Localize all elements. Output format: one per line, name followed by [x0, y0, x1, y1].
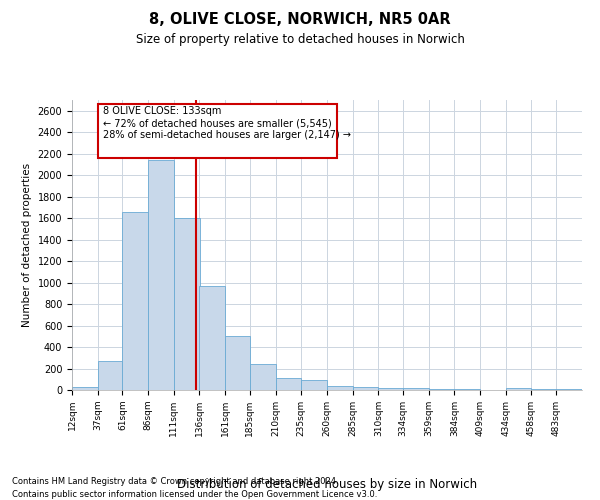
Bar — [199, 286, 225, 390]
Bar — [72, 388, 98, 390]
Text: Size of property relative to detached houses in Norwich: Size of property relative to detached ho… — [136, 32, 464, 46]
Y-axis label: Number of detached properties: Number of detached properties — [22, 163, 32, 327]
Bar — [301, 380, 327, 390]
Bar — [122, 212, 148, 390]
Bar — [506, 388, 530, 390]
X-axis label: Distribution of detached houses by size in Norwich: Distribution of detached houses by size … — [177, 478, 477, 491]
Bar — [174, 218, 199, 390]
Bar — [379, 388, 403, 390]
FancyBboxPatch shape — [98, 104, 337, 158]
Bar — [250, 364, 275, 390]
Bar — [98, 361, 122, 390]
Bar — [403, 388, 429, 390]
Text: Contains HM Land Registry data © Crown copyright and database right 2024.: Contains HM Land Registry data © Crown c… — [12, 478, 338, 486]
Bar — [353, 387, 379, 390]
Bar — [225, 336, 250, 390]
Text: 8, OLIVE CLOSE, NORWICH, NR5 0AR: 8, OLIVE CLOSE, NORWICH, NR5 0AR — [149, 12, 451, 28]
Bar — [148, 160, 174, 390]
Bar — [327, 386, 353, 390]
Bar — [429, 389, 455, 390]
Text: Contains public sector information licensed under the Open Government Licence v3: Contains public sector information licen… — [12, 490, 377, 499]
Bar — [275, 378, 301, 390]
Bar — [556, 389, 582, 390]
Text: 8 OLIVE CLOSE: 133sqm
← 72% of detached houses are smaller (5,545)
28% of semi-d: 8 OLIVE CLOSE: 133sqm ← 72% of detached … — [103, 106, 351, 140]
